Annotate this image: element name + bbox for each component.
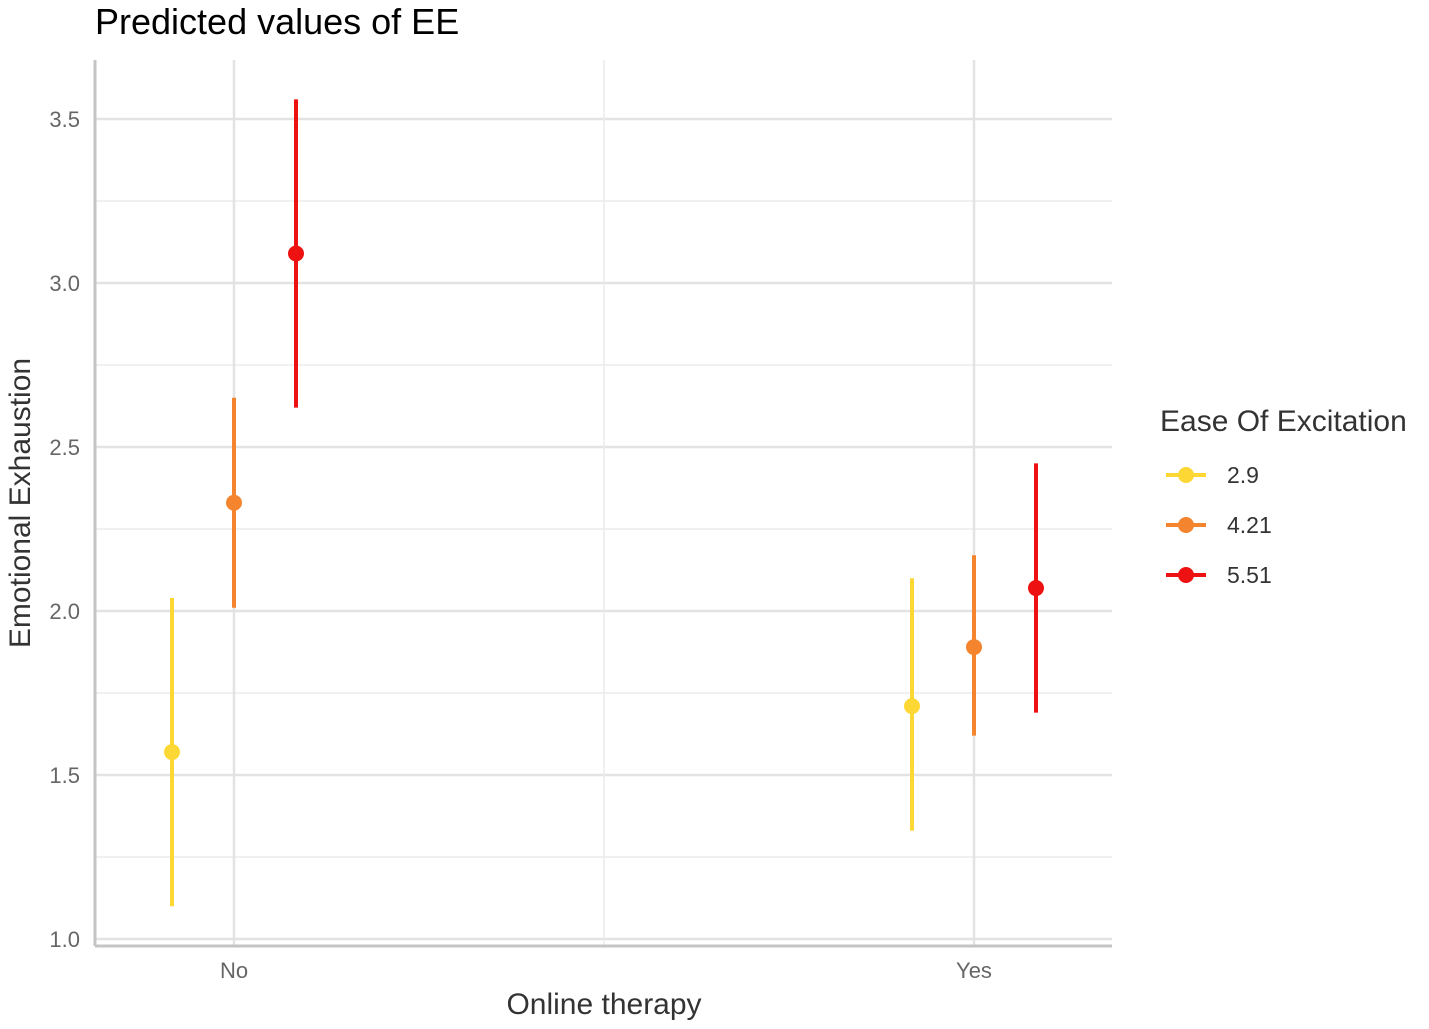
- data-point: [1028, 580, 1044, 597]
- y-tick-label: 3.0: [49, 271, 80, 296]
- y-tick-label: 1.5: [49, 763, 80, 788]
- y-tick-label: 3.5: [49, 107, 80, 132]
- x-tick-label: No: [220, 958, 248, 983]
- series-5-51: [288, 99, 1044, 713]
- legend-item: 5.51: [1166, 562, 1272, 588]
- data-point: [164, 744, 180, 761]
- y-tick-label: 2.5: [49, 435, 80, 460]
- axes: 1.0 1.5 2.0 2.5 3.0 3.5 No Yes: [49, 60, 1112, 983]
- data-point: [288, 245, 304, 262]
- y-axis-title: Emotional Exhaustion: [4, 358, 37, 648]
- series-4-21: [226, 397, 982, 736]
- legend-label: 5.51: [1227, 562, 1272, 588]
- legend-key-point: [1178, 567, 1194, 583]
- legend-label: 2.9: [1227, 462, 1259, 488]
- data-point: [904, 698, 920, 715]
- legend-key-point: [1178, 467, 1194, 483]
- data-point: [966, 639, 982, 656]
- x-axis-title: Online therapy: [506, 988, 701, 1021]
- grid: [95, 60, 1112, 946]
- data-series: [164, 99, 1044, 907]
- legend-item: 2.9: [1166, 462, 1259, 488]
- legend-title: Ease Of Excitation: [1160, 405, 1407, 438]
- series-2-9: [164, 578, 920, 907]
- y-tick-label: 1.0: [49, 927, 80, 952]
- legend-item: 4.21: [1166, 512, 1272, 538]
- legend-key-point: [1178, 517, 1194, 533]
- x-tick-label: Yes: [956, 958, 992, 983]
- legend: Ease Of Excitation 2.9 4.21 5.51: [1160, 405, 1407, 588]
- legend-label: 4.21: [1227, 512, 1272, 538]
- chart-title: Predicted values of EE: [95, 1, 459, 42]
- y-tick-label: 2.0: [49, 599, 80, 624]
- data-point: [226, 494, 242, 511]
